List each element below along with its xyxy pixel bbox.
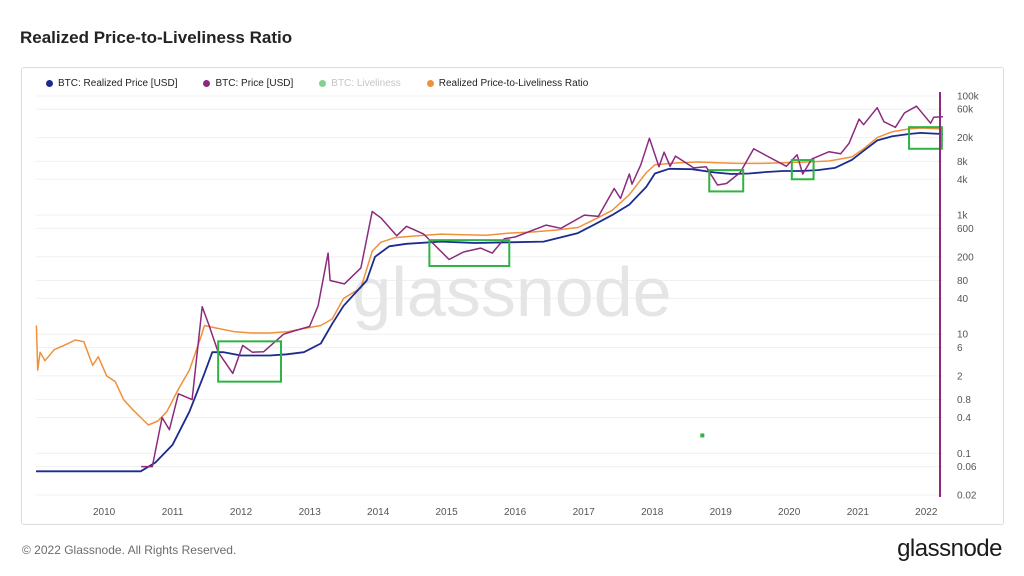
legend-label: BTC: Realized Price [USD]: [58, 78, 178, 89]
x-tick-label: 2019: [710, 507, 733, 518]
x-tick-label: 2010: [93, 507, 116, 518]
y-tick-label: 6: [957, 343, 963, 354]
series-line-3: [35, 127, 944, 426]
y-tick-label: 4k: [957, 175, 969, 186]
legend-item-realized-price[interactable]: BTC: Realized Price [USD]: [46, 78, 177, 89]
y-tick-label: 80: [957, 276, 969, 287]
y-tick-label: 1k: [957, 211, 969, 222]
y-tick-label: 60k: [957, 105, 974, 116]
highlight-box: [908, 126, 943, 150]
legend-item-liveliness[interactable]: BTC: Liveliness: [319, 78, 401, 89]
x-tick-label: 2016: [504, 507, 527, 518]
legend-label: Realized Price-to-Liveliness Ratio: [438, 78, 589, 89]
legend-dot-ratio: [426, 80, 434, 87]
series-line-1: [141, 105, 944, 468]
y-tick-label: 600: [957, 224, 974, 235]
x-tick-label: 2018: [641, 507, 664, 518]
y-tick-label: 0.1: [957, 449, 971, 460]
legend-item-price[interactable]: BTC: Price [USD]: [203, 78, 293, 89]
y-tick-label: 0.4: [957, 413, 971, 424]
chart-panel: [21, 67, 1004, 525]
y-tick-label: 200: [957, 252, 974, 263]
brand-logo: glassnode: [897, 535, 1002, 562]
x-tick-label: 2014: [367, 507, 390, 518]
legend-dot-price: [203, 80, 211, 87]
x-tick-label: 2011: [162, 507, 184, 518]
y-tick-label: 40: [957, 294, 969, 305]
x-tick-label: 2020: [778, 507, 801, 518]
y-tick-label: 0.06: [957, 462, 977, 473]
series-layer: [35, 105, 944, 473]
axis-ticks: 100k 60k 20k 8k 4k 1k 600 200 80 40 10 6 2 0.8 0.4 0.1 0…: [93, 92, 980, 519]
y-tick-label: 0.8: [957, 395, 971, 406]
x-tick-label: 2022: [915, 507, 938, 518]
liveliness-point: [700, 433, 705, 438]
highlight-box: [217, 340, 282, 383]
y-tick-label: 2: [957, 371, 963, 382]
legend-label: BTC: Price [USD]: [215, 78, 294, 89]
legend-label: BTC: Liveliness: [331, 78, 401, 89]
x-tick-label: 2017: [573, 507, 596, 518]
y-tick-label: 100k: [957, 92, 980, 103]
x-tick-label: 2012: [230, 507, 253, 518]
chart-legend: BTC: Realized Price [USD] BTC: Price [US…: [46, 78, 588, 89]
y-tick-label: 0.02: [957, 491, 977, 502]
highlight-box: [790, 159, 815, 181]
x-tick-label: 2013: [299, 507, 322, 518]
chart-title: Realized Price-to-Liveliness Ratio: [20, 28, 293, 47]
highlight-box: [428, 239, 511, 267]
x-tick-label: 2021: [847, 507, 870, 518]
x-tick-label: 2015: [436, 507, 459, 518]
copyright-text: © 2022 Glassnode. All Rights Reserved.: [22, 543, 237, 557]
y-tick-label: 10: [957, 330, 969, 341]
highlight-box: [708, 169, 745, 193]
y-tick-label: 20k: [957, 133, 974, 144]
legend-dot-realized-price: [46, 80, 53, 87]
watermark-text: glassnode: [352, 253, 671, 331]
annotation-layer: [217, 92, 943, 497]
legend-dot-liveliness: [319, 80, 327, 87]
legend-item-ratio[interactable]: Realized Price-to-Liveliness Ratio: [426, 78, 589, 89]
series-line-0: [36, 131, 944, 473]
y-tick-label: 8k: [957, 157, 969, 168]
